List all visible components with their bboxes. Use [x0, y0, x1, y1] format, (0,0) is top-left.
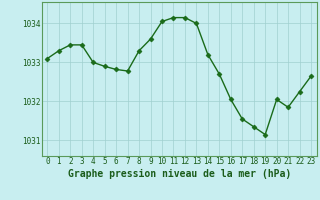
X-axis label: Graphe pression niveau de la mer (hPa): Graphe pression niveau de la mer (hPa): [68, 169, 291, 179]
